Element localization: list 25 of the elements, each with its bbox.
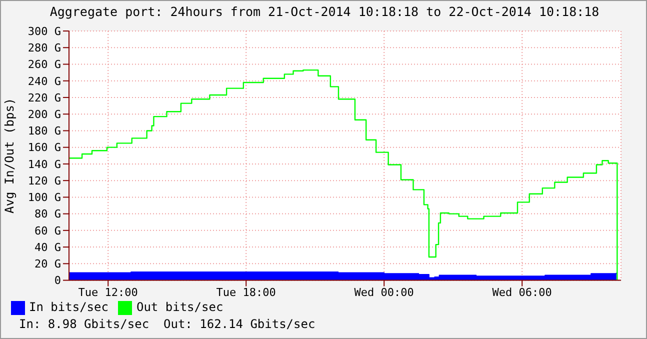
y-tick-label: 80 G <box>34 208 61 221</box>
y-tick-label: 300 G <box>28 24 61 38</box>
x-tick-label: Wed 06:00 <box>492 286 552 300</box>
x-tick-label: Wed 00:00 <box>354 286 414 300</box>
y-tick-label: 220 G <box>28 91 61 104</box>
x-tick-label: Tue 12:00 <box>78 286 138 300</box>
legend-label: In bits/sec <box>29 300 108 314</box>
legend-label: Out bits/sec <box>136 300 224 314</box>
y-tick-label: 260 G <box>28 58 61 72</box>
y-tick-label: 0 <box>54 274 61 288</box>
y-tick-label: 160 G <box>28 141 61 154</box>
y-tick-label: 120 G <box>28 174 61 188</box>
y-tick-label: 40 G <box>34 240 61 254</box>
y-axis-title: Avg In/Out (bps) <box>2 98 16 214</box>
x-tick-label: Tue 18:00 <box>216 286 276 300</box>
y-tick-label: 20 G <box>34 258 61 271</box>
y-tick-label: 180 G <box>28 124 61 138</box>
y-tick-label: 280 G <box>28 42 61 55</box>
y-tick-label: 140 G <box>28 158 61 171</box>
text: In: 8.98 Gbits/sec Out: 162.14 Gbits/sec <box>19 317 316 331</box>
chart-title: Aggregate port: 24hours from 21-Oct-2014 10:18:18 to 22-Oct-2014 10:18:18 <box>48 4 600 19</box>
y-tick-label: 60 G <box>34 224 61 238</box>
y-tick-label: 200 G <box>28 108 61 121</box>
y-tick-label: 240 G <box>28 74 61 88</box>
y-tick-label: 100 G <box>28 191 61 204</box>
